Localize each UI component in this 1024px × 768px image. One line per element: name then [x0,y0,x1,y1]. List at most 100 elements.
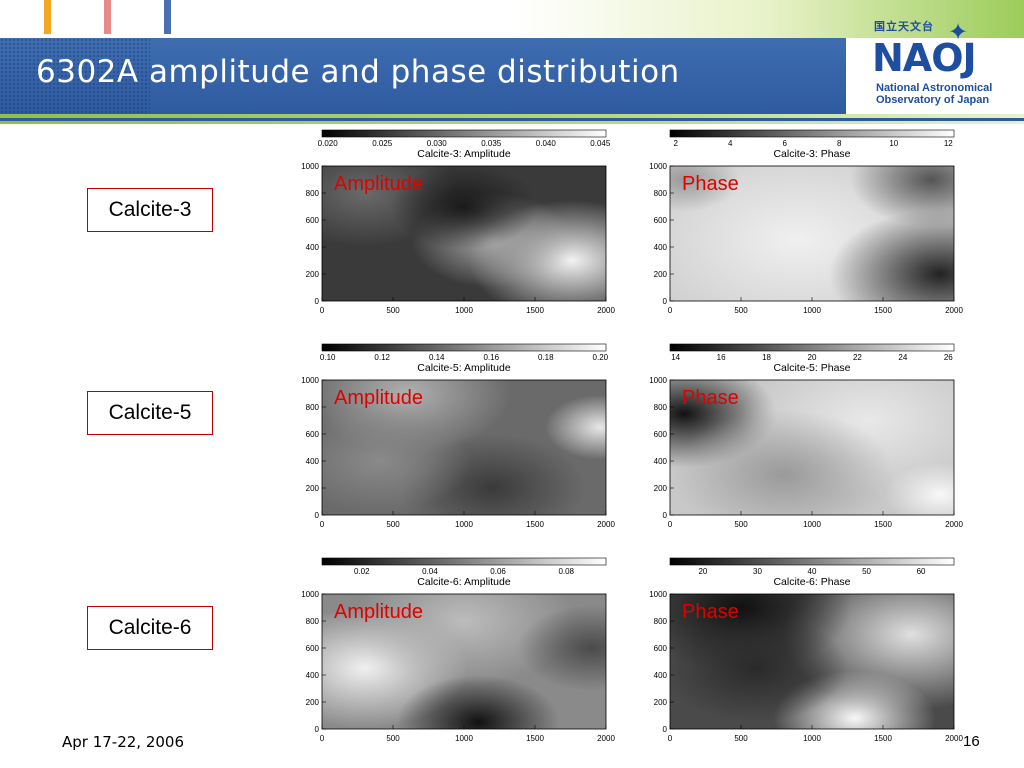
heatmap-amplitude-0: 0.020 0.025 0.030 0.035 0.040 0.045 Calcite-3:… [300,128,620,328]
y-tick-label: 600 [654,430,668,439]
colorbar-tick-label: 8 [837,139,842,148]
heatmap-svg: 0.020 0.025 0.030 0.035 0.040 0.045 Calcite-3:… [301,129,615,315]
heatmap-svg: 20 30 40 50 60 Calcite-6: Phase 0 500 1000 1500 20… [649,557,963,743]
colorbar-tick-label: 24 [898,353,907,362]
y-tick-label: 1000 [301,162,319,171]
y-tick-label: 400 [654,671,668,680]
colorbar-tick-label: 0.10 [320,353,336,362]
colorbar-tick-label: 12 [944,139,953,148]
y-tick-label: 0 [315,725,320,734]
logo-org-name: National Astronomical Observatory of Jap… [876,82,992,106]
logo-org-line2: Observatory of Japan [876,94,990,106]
y-tick-label: 0 [663,297,668,306]
y-tick-label: 0 [315,511,320,520]
x-tick-label: 1000 [455,306,473,315]
colorbar-tick-label: 20 [698,567,707,576]
x-tick-label: 0 [320,734,325,743]
colorbar [669,129,955,138]
y-tick-label: 800 [654,403,668,412]
colorbar-tick-label: 50 [862,567,871,576]
overlay-label-phase: Phase [682,387,739,409]
logo-org-line1: National Astronomical [876,82,993,94]
y-tick-label: 400 [306,243,320,252]
heatmap-amplitude-1: 0.10 0.12 0.14 0.16 0.18 0.20 Calcite-5: Ampli… [300,342,620,542]
heatmap-svg: 14 16 18 20 22 24 26 Calcite-5: Phase 0 500 1000 15… [649,343,963,529]
x-tick-label: 500 [734,520,748,529]
colorbar-tick-label: 0.04 [422,567,438,576]
y-tick-label: 1000 [301,376,319,385]
x-tick-label: 0 [668,520,673,529]
y-tick-label: 600 [306,644,320,653]
y-tick-label: 800 [654,189,668,198]
x-tick-label: 500 [734,306,748,315]
naoj-logo: 国立天文台 ✦ NAOJ National Astronomical Obser… [850,12,1024,110]
y-tick-label: 800 [306,189,320,198]
colorbar-tick-label: 18 [762,353,771,362]
decorative-stripe-orange [44,0,51,34]
panel-title: Calcite-6: Phase [773,576,850,588]
x-tick-label: 1500 [526,306,544,315]
x-tick-label: 1000 [455,520,473,529]
x-tick-label: 500 [386,520,400,529]
colorbar [669,343,955,352]
colorbar-tick-label: 0.08 [558,567,574,576]
y-tick-label: 1000 [649,590,667,599]
colorbar-tick-label: 20 [808,353,817,362]
overlay-label-amplitude: Amplitude [334,387,423,409]
x-tick-label: 1000 [803,734,821,743]
row-label-calcite-6: Calcite-6 [87,606,213,650]
x-tick-label: 500 [386,734,400,743]
colorbar-tick-label: 10 [889,139,898,148]
x-tick-label: 500 [734,734,748,743]
y-tick-label: 200 [306,698,320,707]
x-tick-label: 1500 [874,306,892,315]
row-label-calcite-3: Calcite-3 [87,188,213,232]
colorbar-tick-label: 0.20 [593,353,609,362]
y-tick-label: 1000 [649,376,667,385]
y-tick-label: 800 [306,617,320,626]
overlay-label-phase: Phase [682,601,739,623]
y-tick-label: 0 [315,297,320,306]
slide-title: 6302A amplitude and phase distribution [36,54,680,90]
x-tick-label: 1000 [803,306,821,315]
y-tick-label: 600 [306,216,320,225]
x-tick-label: 1500 [874,520,892,529]
decorative-stripe-blue [164,0,171,34]
colorbar-tick-label: 40 [808,567,817,576]
panel-title: Calcite-5: Amplitude [417,362,511,374]
colorbar-tick-label: 26 [944,353,953,362]
y-tick-label: 400 [306,671,320,680]
star-icon: ✦ [948,19,969,46]
x-tick-label: 1500 [526,734,544,743]
colorbar [321,129,607,138]
colorbar-tick-label: 0.040 [536,139,557,148]
y-tick-label: 400 [306,457,320,466]
colorbar-tick-label: 60 [917,567,926,576]
panel-title: Calcite-6: Amplitude [417,576,511,588]
y-tick-label: 200 [654,484,668,493]
x-tick-label: 1000 [455,734,473,743]
x-tick-label: 2000 [597,306,615,315]
x-tick-label: 0 [668,734,673,743]
colorbar-tick-label: 0.030 [427,139,448,148]
colorbar-tick-label: 0.02 [354,567,370,576]
colorbar-tick-label: 22 [853,353,862,362]
y-tick-label: 600 [306,430,320,439]
colorbar-tick-label: 2 [673,139,678,148]
x-tick-label: 1000 [803,520,821,529]
dot-pattern [0,38,150,114]
colorbar-tick-label: 0.035 [481,139,502,148]
x-tick-label: 2000 [597,734,615,743]
heatmap-svg: 0.10 0.12 0.14 0.16 0.18 0.20 Calcite-5: Ampli… [301,343,615,529]
x-tick-label: 2000 [945,520,963,529]
colorbar-tick-label: 16 [717,353,726,362]
y-tick-label: 1000 [649,162,667,171]
y-tick-label: 200 [654,698,668,707]
y-tick-label: 800 [654,617,668,626]
heatmap-phase-0: 2 4 6 8 10 12 Calcite-3: Phase 0 500 1000 1500 2000… [648,128,968,328]
panel-title: Calcite-5: Phase [773,362,850,374]
colorbar-tick-label: 0.12 [374,353,390,362]
heatmap-amplitude-2: 0.02 0.04 0.06 0.08 Calcite-6: Amplitude 0 500… [300,556,620,756]
decorative-stripe-red [104,0,111,34]
y-tick-label: 200 [306,270,320,279]
